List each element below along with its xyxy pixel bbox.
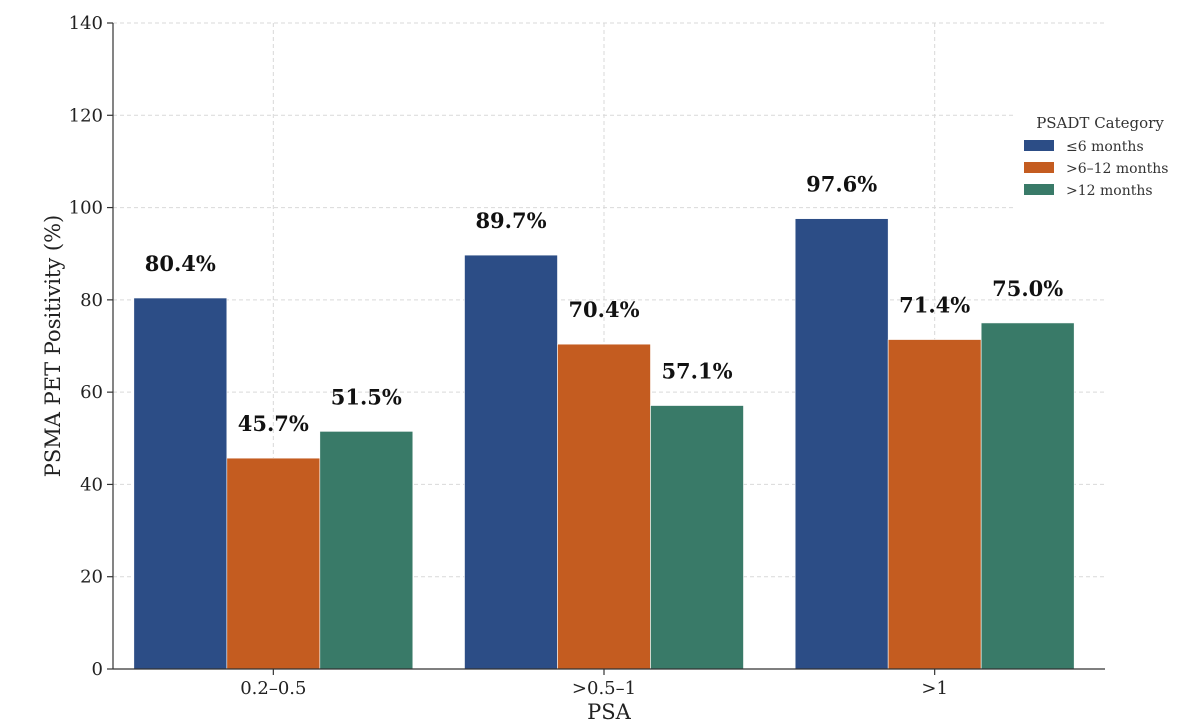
y-tick-label: 20: [80, 567, 103, 588]
y-tick-label: 100: [69, 198, 103, 219]
bar: [887, 339, 982, 670]
bar: [557, 343, 651, 670]
y-tick-label: 0: [92, 659, 103, 680]
legend-entry-label: >6–12 months: [1066, 161, 1168, 177]
bar-value-label: 97.6%: [806, 172, 877, 197]
legend: PSADT Category ≤6 months >6–12 months >12 …: [1016, 106, 1196, 210]
bar-value-label: 70.4%: [568, 297, 639, 322]
x-axis-title: PSA: [587, 700, 632, 724]
y-tick-label: 40: [80, 474, 103, 495]
x-tick-label: 0.2–0.5: [240, 678, 306, 699]
axes: 0 20 40 60 80 100 120 140 0.2–0.5 >0.5–1 >1: [69, 13, 1105, 699]
y-tick-label: 140: [69, 13, 103, 34]
bar-value-label: 89.7%: [475, 208, 546, 233]
legend-swatch: [1024, 162, 1054, 173]
legend-entry-label: >12 months: [1066, 183, 1153, 199]
y-tick-label: 120: [69, 105, 103, 126]
bar: [980, 322, 1075, 670]
bar-value-label: 75.0%: [992, 276, 1063, 301]
x-tick-label: >1: [921, 678, 948, 699]
bar-value-label: 51.5%: [331, 384, 402, 409]
y-tick-label: 60: [80, 382, 103, 403]
legend-swatch: [1024, 140, 1054, 151]
legend-swatch: [1024, 184, 1054, 195]
bar: [133, 297, 228, 670]
y-axis-title: PSMA PET Positivity (%): [41, 215, 65, 477]
legend-title: PSADT Category: [1036, 114, 1164, 132]
x-tick-label: >0.5–1: [572, 678, 636, 699]
bar-value-label: 45.7%: [238, 411, 309, 436]
bar: [226, 457, 321, 670]
bar-value-label: 71.4%: [899, 293, 970, 318]
bar: [650, 405, 744, 670]
bar: [794, 218, 889, 670]
bars: [133, 218, 1075, 670]
bar: [464, 254, 558, 670]
bar-value-label: 80.4%: [145, 251, 216, 276]
legend-items: ≤6 months >6–12 months >12 months: [1024, 139, 1168, 199]
data-labels: 80.4% 45.7% 51.5% 89.7% 70.4% 57.1% 97.6% 71.4%…: [145, 172, 1063, 436]
legend-entry-label: ≤6 months: [1066, 139, 1144, 155]
bar: [319, 431, 414, 670]
bar-value-label: 57.1%: [661, 359, 732, 384]
y-tick-label: 80: [80, 290, 103, 311]
